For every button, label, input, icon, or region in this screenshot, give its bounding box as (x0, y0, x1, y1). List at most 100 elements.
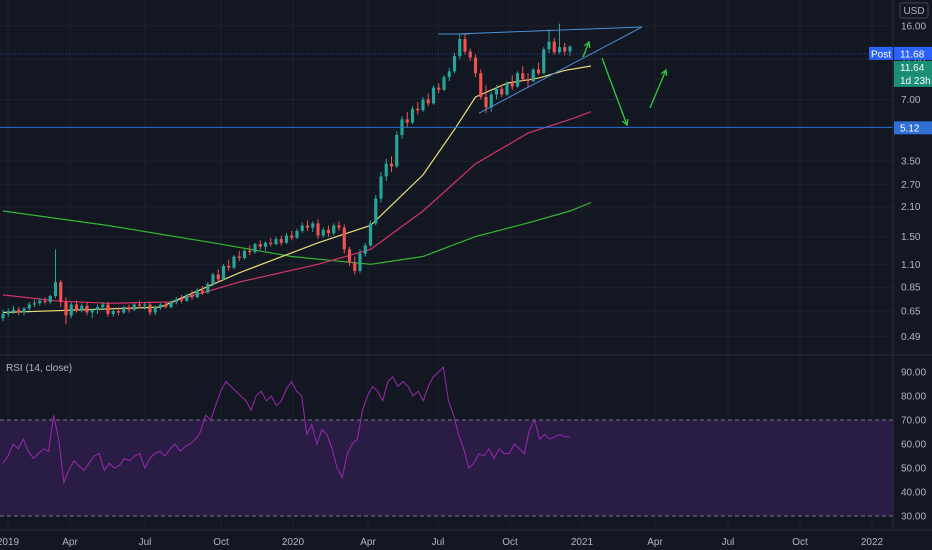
candle-body (38, 300, 42, 304)
candle-body (95, 307, 100, 310)
candle-body (206, 284, 210, 293)
candle-body (521, 73, 525, 80)
candle-body (6, 311, 10, 314)
time-axis[interactable]: 2019 Apr Jul Oct 2020 Apr Jul Oct 2021 Apr Jul Oct 2… (0, 537, 884, 548)
candle-body (216, 274, 220, 280)
rsi-series (2, 366, 570, 485)
candle-body (326, 229, 331, 234)
candle-body (48, 296, 52, 303)
drawings[interactable] (0, 26, 893, 128)
candle-body (248, 250, 252, 253)
post-value-label: 11.68 (900, 49, 925, 60)
rsi-band (0, 419, 893, 517)
last-value-label: 11.64 (900, 63, 925, 74)
price-tick-label: 11.00 (901, 55, 926, 66)
candle-body (221, 265, 226, 280)
candle-body (311, 223, 315, 228)
candle-body (463, 39, 467, 52)
candle-body (416, 108, 420, 111)
candle-body (563, 47, 567, 52)
candle-body (53, 282, 58, 297)
post-value-box (894, 46, 932, 60)
rsi-axis[interactable]: 90.00 80.00 70.00 60.00 50.00 40.00 30.00 (901, 368, 926, 523)
candle-body (190, 294, 194, 298)
currency-box[interactable] (899, 2, 929, 19)
candle-body (542, 49, 546, 74)
candles (1, 23, 572, 325)
rsi-band-fill (0, 420, 893, 516)
price-tick-label: 7.00 (901, 95, 921, 106)
candle-body (431, 87, 436, 104)
candle-body (153, 307, 157, 313)
price-tags: Post 11.68 11.64 1d 23h 5.12 (869, 46, 932, 135)
candle-body (389, 163, 394, 167)
ma-mid-line (2, 111, 592, 304)
candle-body (69, 304, 73, 316)
support-value-box (894, 121, 932, 135)
candle-body (489, 94, 493, 108)
candle-body (337, 225, 341, 228)
grid (0, 0, 893, 530)
candle-body (227, 265, 231, 268)
candle-body (32, 303, 37, 305)
candle-body (158, 304, 163, 308)
candle-body (274, 239, 278, 245)
rsi-tick-label: 70.00 (901, 416, 926, 427)
price-tick-label: 2.10 (901, 202, 921, 213)
candle-body (510, 83, 514, 87)
candle-body (232, 256, 236, 268)
ma-short-line (2, 65, 592, 314)
candle-body (137, 304, 142, 306)
candle-body (111, 311, 115, 314)
candle-body (279, 239, 283, 243)
time-tick-label: Oct (792, 537, 808, 548)
candle-body (347, 249, 352, 263)
support-value-label: 5.12 (900, 123, 920, 134)
candle-body (332, 225, 336, 234)
rsi-tick-label: 30.00 (901, 512, 926, 523)
candle-body (185, 294, 189, 301)
candle-body (410, 108, 415, 123)
candle-body (505, 83, 509, 95)
candle-body (405, 119, 409, 123)
time-tick-label: Jul (432, 537, 445, 548)
candle-body (358, 253, 362, 271)
time-tick-label: Oct (502, 537, 518, 548)
candle-body (174, 299, 178, 303)
price-tick-label: 2.70 (901, 180, 921, 191)
countdown-label: 1d 23h (900, 76, 931, 87)
time-tick-label: 2019 (0, 537, 20, 548)
price-tick-label: 16.00 (901, 21, 926, 32)
candle-body (479, 73, 483, 97)
candle-body (568, 46, 572, 52)
candle-body (242, 250, 247, 259)
trend-line-top (455, 26, 643, 35)
arrow-down (601, 57, 628, 126)
post-tag-label: Post (871, 49, 891, 60)
candle-body (421, 99, 425, 111)
candle-body (253, 244, 257, 253)
candle-body (164, 304, 168, 308)
candle-body (494, 88, 499, 95)
time-tick-label: Oct (213, 537, 229, 548)
candle-body (27, 304, 31, 309)
price-axis[interactable]: 16.00 11.00 7.00 3.50 2.70 2.10 1.50 1.10 0.85 0.… (901, 21, 926, 342)
candle-body (101, 304, 105, 308)
candle-body (300, 225, 304, 231)
currency-label: USD (903, 6, 924, 17)
price-tick-label: 0.85 (901, 283, 921, 294)
candle-body (515, 73, 520, 87)
candle-body (1, 313, 5, 319)
candle-body (237, 256, 241, 259)
candle-body (195, 290, 199, 298)
candle-body (374, 198, 378, 224)
ma-long-line (2, 201, 592, 265)
candle-body (437, 87, 441, 90)
rsi-tick-label: 40.00 (901, 488, 926, 499)
candle-body (106, 304, 110, 314)
candle-body (484, 96, 488, 108)
rsi-tick-label: 50.00 (901, 464, 926, 475)
candle-body (557, 47, 562, 53)
candle-body (536, 69, 541, 74)
